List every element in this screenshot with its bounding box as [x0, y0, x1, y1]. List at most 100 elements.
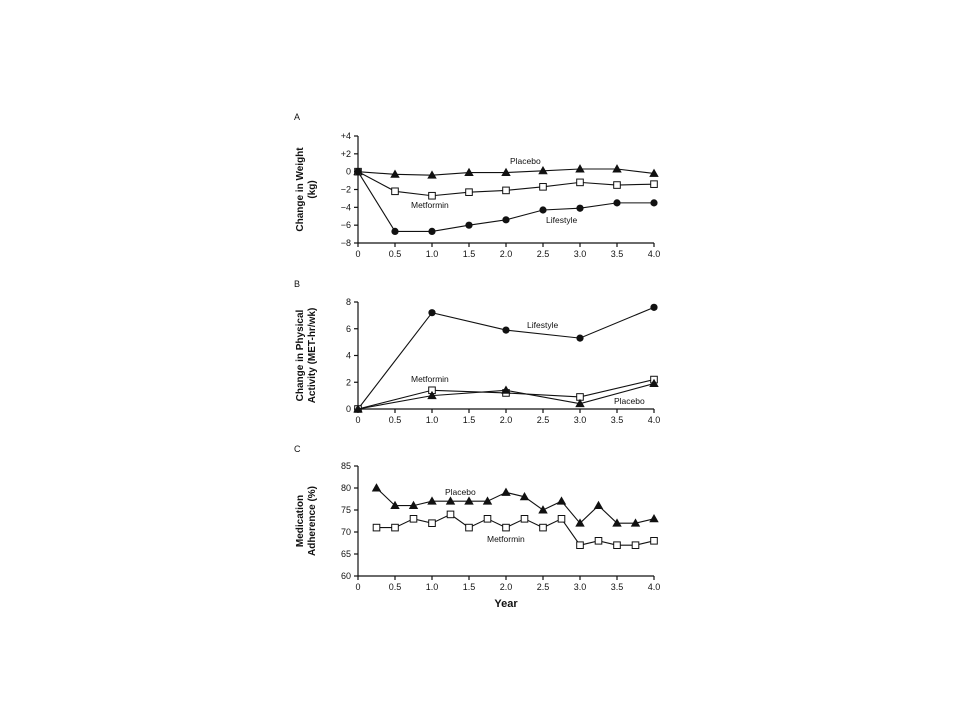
x-tick-label: 4.0 — [648, 582, 661, 592]
square-marker — [465, 523, 473, 532]
series-line — [376, 487, 655, 525]
y-tick-label: 60 — [341, 571, 351, 581]
x-tick-label: 2.5 — [537, 249, 550, 259]
square-marker — [594, 537, 603, 545]
y-tick-label: −2 — [341, 185, 351, 195]
x-tick-label: 0.5 — [389, 582, 402, 592]
square-marker — [372, 523, 381, 532]
circle-marker — [502, 326, 510, 334]
y-tick-label: 75 — [341, 505, 351, 515]
square-marker — [391, 523, 399, 532]
square-marker — [613, 541, 621, 550]
panel-a: A +4 +2 0 −2 −4 −6 −8 0 0.5 1.0 1.5 2.0 2.5 3.0 3.5 4.0 C… — [294, 112, 660, 259]
series-line — [376, 513, 655, 546]
triangle-marker — [649, 513, 659, 523]
square-marker — [539, 523, 547, 532]
circle-marker — [465, 221, 473, 229]
x-tick-label: 3.0 — [574, 415, 587, 425]
triangle-marker — [482, 496, 493, 505]
panel-b: B 8 6 4 2 00 0.5 1.0 1.5 2.0 2.5 3.0 3.5 4.0 Change in… — [294, 279, 660, 425]
triangle-marker — [630, 518, 641, 527]
x-tick-label: 3.0 — [574, 582, 587, 592]
y-axis-title-line: Medication — [295, 495, 306, 547]
triangle-marker — [612, 518, 622, 527]
x-tick-label: 4.0 — [648, 415, 661, 425]
y-tick-label: −6 — [341, 220, 351, 230]
square-marker — [483, 515, 492, 523]
triangle-marker — [501, 487, 511, 496]
y-tick-label: −8 — [341, 238, 351, 248]
square-marker — [391, 187, 399, 196]
x-tick-label: 3.0 — [574, 249, 587, 259]
triangle-marker — [649, 168, 659, 177]
series-label: Placebo — [445, 487, 476, 497]
triangle-marker — [575, 398, 585, 408]
circle-marker — [354, 168, 362, 176]
triangle-marker — [519, 491, 530, 501]
x-tick-label: 4.0 — [648, 249, 661, 259]
circle-marker — [576, 334, 584, 342]
y-tick-label: 2 — [346, 377, 351, 387]
y-axis-title-line: (kg) — [307, 180, 318, 198]
x-tick-label: 0 — [355, 249, 360, 259]
x-tick-label: 0.5 — [389, 249, 402, 259]
triangle-marker — [427, 170, 437, 179]
y-tick-label: 70 — [341, 527, 351, 537]
y-tick-label: +2 — [341, 149, 351, 159]
circle-marker — [613, 199, 621, 207]
series-lifestyle: Lifestyle — [354, 168, 658, 236]
x-tick-label: 1.0 — [426, 249, 439, 259]
x-tick-label: 1.5 — [463, 249, 476, 259]
triangle-marker — [408, 500, 419, 510]
triangle-marker — [445, 496, 456, 505]
triangle-marker — [371, 483, 382, 492]
triangle-marker — [464, 167, 474, 177]
square-marker — [446, 510, 455, 519]
square-marker — [650, 537, 658, 545]
square-marker — [557, 515, 566, 523]
panel-c: C 85 80 75 70 65 60 0 0.5 1.0 1.5 2.0 2.5 3.0 3.5 4.0 Me… — [294, 444, 660, 610]
y-tick-label: 80 — [341, 483, 351, 493]
circle-marker — [539, 206, 547, 214]
triangle-marker — [501, 167, 511, 177]
square-marker — [650, 180, 658, 188]
circle-marker — [428, 309, 436, 317]
triangle-marker — [538, 165, 548, 175]
circle-marker — [391, 227, 399, 236]
square-marker — [502, 523, 510, 532]
x-tick-label: 2.5 — [537, 582, 550, 592]
triangle-marker — [464, 496, 474, 505]
y-tick-label: 4 — [346, 351, 351, 361]
square-marker — [631, 541, 640, 550]
triangle-marker — [575, 518, 585, 527]
square-marker — [465, 188, 473, 196]
x-tick-label: 2.0 — [500, 249, 513, 259]
panel-letter: C — [294, 444, 301, 454]
circle-marker — [576, 204, 584, 212]
series-label: Lifestyle — [527, 320, 558, 330]
triangle-marker — [538, 505, 548, 514]
triangle-marker — [501, 385, 511, 394]
panel-letter: B — [294, 279, 300, 289]
x-tick-label: 1.5 — [463, 415, 476, 425]
axes — [354, 465, 655, 580]
series-label: Placebo — [614, 396, 645, 406]
y-tick-label: +4 — [341, 131, 351, 141]
series-label: Metformin — [411, 200, 449, 210]
series-label: Lifestyle — [546, 215, 577, 225]
circle-marker — [650, 303, 658, 311]
series-label: Placebo — [510, 156, 541, 166]
square-marker — [409, 515, 418, 523]
triangle-marker — [556, 496, 567, 505]
y-tick-label: 0 — [346, 167, 351, 177]
y-tick-label: −4 — [341, 202, 351, 212]
y-tick-label: 6 — [346, 324, 351, 334]
x-tick-label: 3.5 — [611, 249, 624, 259]
square-marker — [502, 186, 510, 195]
x-tick-label: 0.5 — [389, 415, 402, 425]
square-marker — [613, 181, 621, 189]
triangle-marker — [575, 164, 585, 173]
circle-marker — [502, 216, 510, 224]
